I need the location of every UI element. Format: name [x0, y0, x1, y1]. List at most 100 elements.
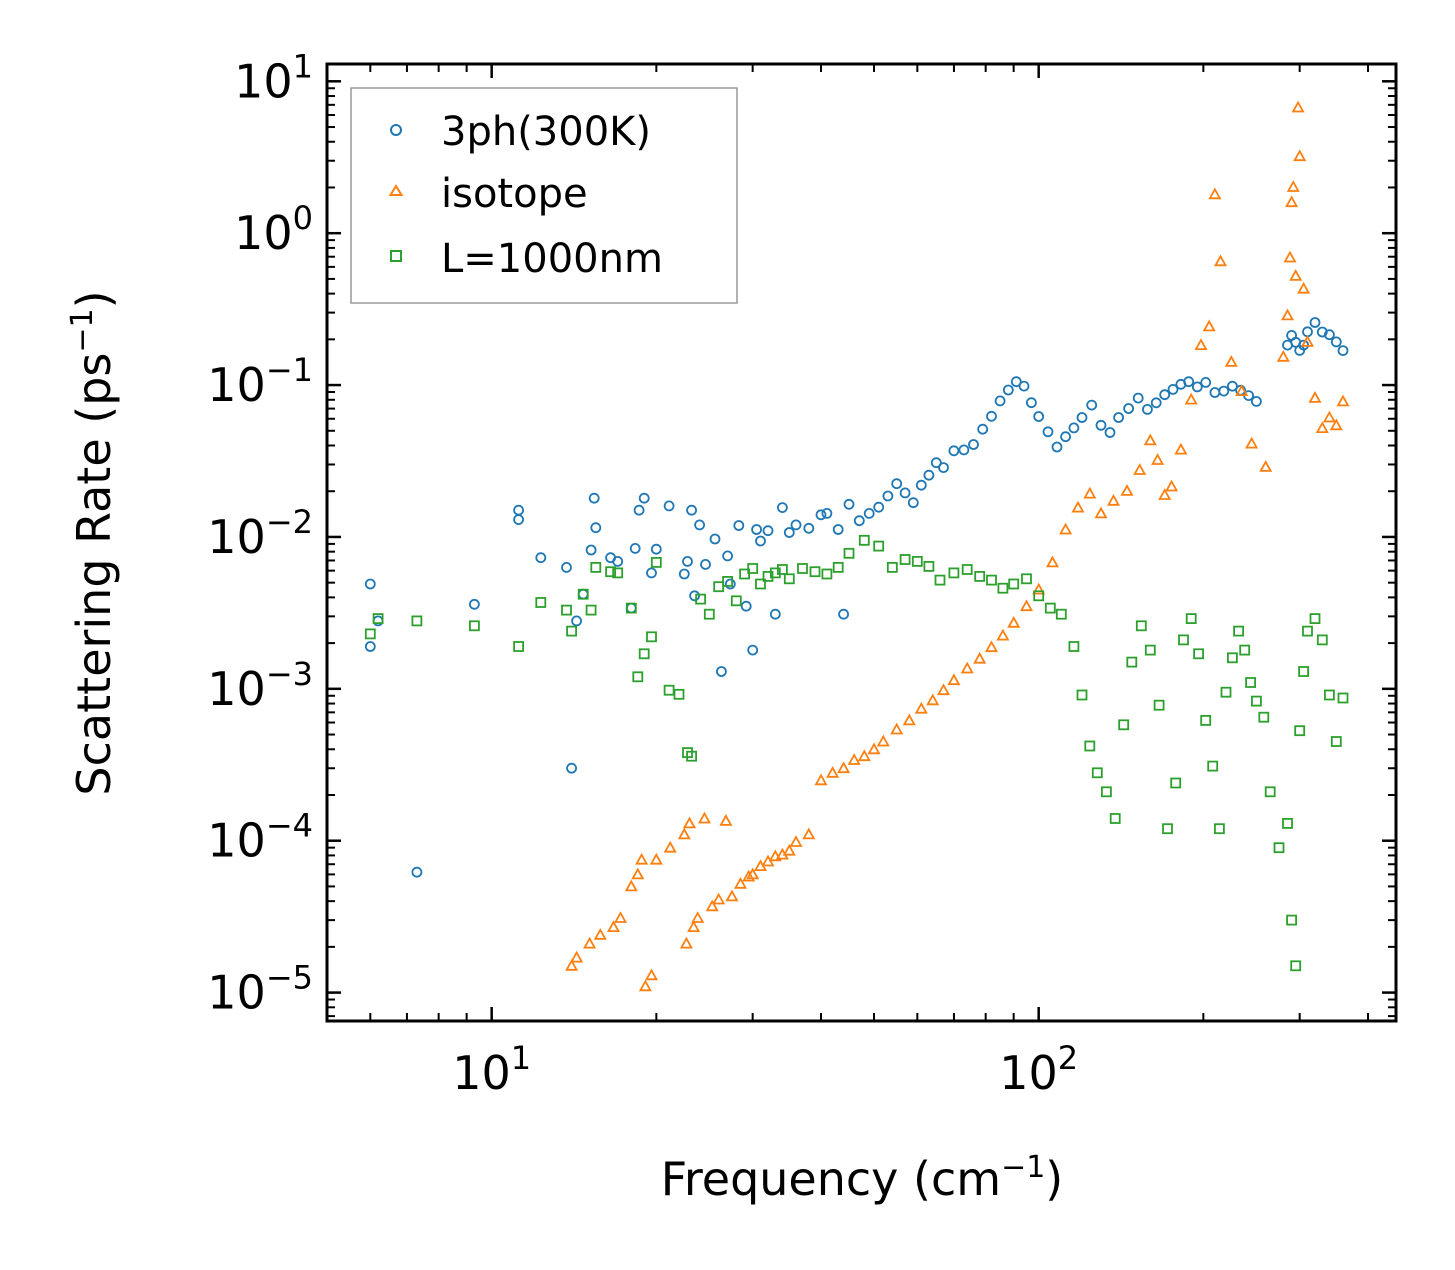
plot-frame [325, 62, 1398, 1023]
data-point [649, 852, 663, 865]
data-point [930, 457, 942, 469]
data-point [814, 773, 828, 786]
legend: 3ph(300K) isotope L=1000nm [350, 87, 738, 304]
data-point [1060, 431, 1071, 443]
data-point [948, 567, 960, 579]
data-point [590, 562, 602, 573]
data-point [663, 684, 675, 696]
legend-box [350, 87, 738, 304]
data-point [1033, 590, 1045, 602]
data-point [1194, 338, 1208, 350]
data-point [746, 867, 760, 880]
data-point [663, 840, 677, 853]
data-point [1183, 376, 1195, 388]
data-point [1251, 695, 1262, 707]
data-point [1324, 329, 1335, 341]
data-point [1101, 786, 1112, 798]
y-tick-label: 100 [234, 199, 313, 260]
data-point [1170, 777, 1182, 789]
series-1 [565, 100, 1350, 992]
data-point [722, 576, 733, 587]
data-point [902, 713, 916, 726]
data-point [973, 651, 987, 664]
data-point [1120, 484, 1134, 496]
data-point [1202, 319, 1216, 332]
data-point [936, 683, 951, 696]
data-point [853, 515, 865, 527]
data-point [583, 936, 597, 949]
data-point [1021, 573, 1032, 585]
x-axis-title: Frequency (cm−1) [661, 1150, 1064, 1206]
data-point [712, 892, 726, 905]
data-point [372, 613, 384, 624]
data-point [838, 608, 849, 620]
data-point [687, 920, 701, 932]
data-point [1158, 488, 1172, 500]
data-point [686, 750, 697, 762]
data-point [709, 533, 721, 545]
y-tick-label: 101 [234, 47, 313, 108]
data-point [911, 556, 923, 567]
data-point [886, 562, 898, 573]
data-point [673, 688, 685, 700]
data-point [739, 568, 750, 580]
data-point [1095, 419, 1107, 431]
data-point [1291, 100, 1305, 113]
data-point [882, 490, 894, 502]
y-tick-label: 10−1 [207, 351, 313, 412]
data-point [789, 835, 803, 847]
data-point [700, 559, 711, 570]
data-point [1276, 349, 1290, 362]
legend-label-isotope: isotope [441, 171, 588, 217]
data-point [1135, 620, 1147, 632]
data-point [1235, 384, 1249, 396]
data-point [650, 543, 662, 555]
data-point [790, 519, 802, 531]
data-point [691, 911, 705, 923]
data-point [1109, 813, 1121, 824]
data-point [631, 867, 645, 880]
data-point [468, 620, 480, 632]
data-point [1329, 418, 1343, 431]
data-point [1233, 625, 1244, 637]
data-point [1002, 384, 1014, 396]
data-point [847, 753, 861, 765]
data-point [535, 552, 547, 564]
data-point [1298, 666, 1309, 677]
data-point [1245, 436, 1259, 449]
data-point [1336, 394, 1350, 407]
data-point [960, 661, 974, 674]
data-point [1113, 412, 1124, 423]
data-point [1123, 403, 1134, 414]
data-point [566, 625, 577, 637]
data-point [1283, 250, 1297, 263]
data-point [1208, 187, 1222, 200]
data-point [1106, 493, 1121, 506]
data-point [364, 641, 376, 652]
data-point [1165, 479, 1179, 492]
data-point [762, 571, 774, 582]
data-point [570, 950, 584, 963]
data-point [1264, 786, 1276, 798]
data-point [1068, 641, 1080, 652]
data-point [682, 556, 693, 567]
data-point [1094, 506, 1108, 519]
data-point [1008, 578, 1020, 590]
data-point [650, 557, 662, 568]
data-point [742, 869, 756, 882]
data-point [1286, 914, 1297, 926]
data-point [561, 604, 572, 616]
data-point [1026, 397, 1037, 409]
legend-label-l1000nm: L=1000nm [441, 236, 663, 282]
data-point [1290, 960, 1302, 972]
data-point [1044, 602, 1056, 614]
data-point [958, 444, 970, 456]
data-point [644, 968, 659, 981]
data-point [961, 564, 973, 575]
data-point [593, 927, 607, 940]
data-point [1076, 689, 1088, 701]
data-point [1083, 486, 1097, 499]
data-point [1227, 380, 1238, 392]
data-point [705, 899, 719, 912]
data-point [914, 701, 928, 714]
